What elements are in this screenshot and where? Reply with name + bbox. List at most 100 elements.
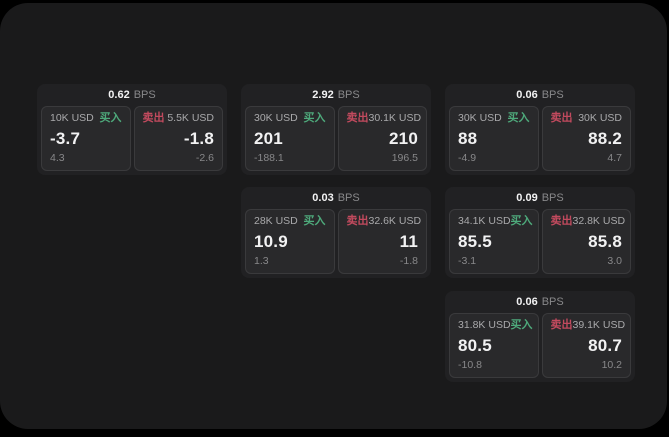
spread-header: 0.62 BPS <box>37 84 227 106</box>
buy-tile-top: 34.1K USD 买入 <box>458 215 533 228</box>
spread-unit: BPS <box>337 191 360 204</box>
sell-side-label: 卖出 <box>142 112 165 124</box>
sell-delta: 196.5 <box>391 151 418 164</box>
quote-card: 0.06 BPS 30K USD 买入 88 -4.9 卖出 30K USD 8… <box>445 84 635 175</box>
sell-price: 80.7 <box>588 335 622 355</box>
spread-unit: BPS <box>541 88 564 101</box>
sell-tile[interactable]: 卖出 32.6K USD 11 -1.8 <box>337 209 427 274</box>
sell-price: -1.8 <box>183 128 214 148</box>
buy-delta: -188.1 <box>254 151 284 164</box>
sell-side-label: 卖出 <box>346 112 369 124</box>
buy-delta: -3.1 <box>458 254 477 267</box>
spread-unit: BPS <box>133 88 156 101</box>
buy-side-label: 买入 <box>303 215 326 227</box>
sell-amount: 5.5K USD <box>167 112 214 125</box>
buy-amount: 30K USD <box>254 112 298 125</box>
quote-body: 31.8K USD 买入 80.5 -10.8 卖出 39.1K USD 80.… <box>449 313 631 378</box>
buy-price: 88 <box>458 128 478 148</box>
buy-side-label: 买入 <box>99 112 122 124</box>
spread-value: 0.62 <box>108 88 130 101</box>
spread-unit: BPS <box>541 191 564 204</box>
buy-side-label: 买入 <box>510 215 533 227</box>
sell-amount: 32.6K USD <box>368 215 422 228</box>
spread-unit: BPS <box>541 295 564 308</box>
sell-tile[interactable]: 卖出 32.8K USD 85.8 3.0 <box>541 209 631 274</box>
sell-tile[interactable]: 卖出 30.1K USD 210 196.5 <box>337 106 427 171</box>
buy-price: -3.7 <box>50 128 81 148</box>
quote-card: 0.62 BPS 10K USD 买入 -3.7 4.3 卖出 5.5K USD… <box>37 84 227 175</box>
buy-tile[interactable]: 28K USD 买入 10.9 1.3 <box>245 209 335 274</box>
buy-delta: 4.3 <box>50 151 65 164</box>
buy-tile-top: 28K USD 买入 <box>254 216 326 227</box>
sell-tile[interactable]: 卖出 39.1K USD 80.7 10.2 <box>541 313 631 378</box>
buy-amount: 30K USD <box>458 112 502 125</box>
sell-delta: -1.8 <box>399 254 418 267</box>
sell-tile-top: 卖出 30.1K USD <box>346 112 422 125</box>
quote-body: 30K USD 买入 88 -4.9 卖出 30K USD 88.2 4.7 <box>449 106 631 171</box>
sell-tile-top: 卖出 39.1K USD <box>550 319 626 332</box>
sell-amount: 30.1K USD <box>368 112 422 125</box>
sell-price: 88.2 <box>588 128 622 148</box>
spread-value: 0.06 <box>516 88 538 101</box>
quote-body: 28K USD 买入 10.9 1.3 卖出 32.6K USD 11 -1.8 <box>245 209 427 274</box>
sell-delta: 10.2 <box>601 358 622 371</box>
buy-tile-top: 30K USD 买入 <box>254 113 326 124</box>
sell-price: 210 <box>389 128 418 148</box>
buy-amount: 10K USD <box>50 112 94 125</box>
sell-amount: 39.1K USD <box>572 319 626 332</box>
quote-card: 2.92 BPS 30K USD 买入 201 -188.1 卖出 30.1K … <box>241 84 431 175</box>
buy-delta: -4.9 <box>458 151 477 164</box>
buy-amount: 28K USD <box>254 215 298 228</box>
sell-tile[interactable]: 卖出 5.5K USD -1.8 -2.6 <box>133 106 223 171</box>
spread-header: 0.03 BPS <box>241 187 431 209</box>
buy-side-label: 买入 <box>510 319 533 331</box>
sell-delta: 3.0 <box>607 254 622 267</box>
buy-side-label: 买入 <box>303 112 326 124</box>
spread-value: 2.92 <box>312 88 334 101</box>
buy-price: 201 <box>254 128 283 148</box>
buy-tile[interactable]: 30K USD 买入 88 -4.9 <box>449 106 539 171</box>
sell-tile[interactable]: 卖出 30K USD 88.2 4.7 <box>541 106 631 171</box>
main-panel: 0.62 BPS 10K USD 买入 -3.7 4.3 卖出 5.5K USD… <box>0 3 667 429</box>
quote-card: 0.03 BPS 28K USD 买入 10.9 1.3 卖出 32.6K US… <box>241 187 431 278</box>
sell-side-label: 卖出 <box>550 112 573 124</box>
spread-unit: BPS <box>337 88 360 101</box>
buy-tile[interactable]: 30K USD 买入 201 -188.1 <box>245 106 335 171</box>
quote-card: 0.09 BPS 34.1K USD 买入 85.5 -3.1 卖出 32.8K… <box>445 187 635 278</box>
sell-delta: -2.6 <box>195 151 214 164</box>
sell-side-label: 卖出 <box>550 319 573 331</box>
quote-body: 34.1K USD 买入 85.5 -3.1 卖出 32.8K USD 85.8… <box>449 209 631 274</box>
buy-price: 85.5 <box>458 231 492 251</box>
sell-price: 11 <box>399 231 418 251</box>
buy-tile[interactable]: 31.8K USD 买入 80.5 -10.8 <box>449 313 539 378</box>
sell-tile-top: 卖出 32.8K USD <box>550 215 626 228</box>
buy-price: 80.5 <box>458 335 492 355</box>
buy-side-label: 买入 <box>507 112 530 124</box>
buy-amount: 34.1K USD <box>458 215 511 228</box>
buy-delta: 1.3 <box>254 254 269 267</box>
quote-body: 10K USD 买入 -3.7 4.3 卖出 5.5K USD -1.8 -2.… <box>41 106 223 171</box>
spread-header: 0.09 BPS <box>445 187 635 209</box>
sell-amount: 30K USD <box>578 112 622 125</box>
quote-body: 30K USD 买入 201 -188.1 卖出 30.1K USD 210 1… <box>245 106 427 171</box>
buy-tile[interactable]: 10K USD 买入 -3.7 4.3 <box>41 106 131 171</box>
buy-tile-top: 10K USD 买入 <box>50 113 122 124</box>
buy-tile-top: 30K USD 买入 <box>458 113 530 124</box>
spread-header: 0.06 BPS <box>445 84 635 106</box>
sell-tile-top: 卖出 30K USD <box>551 113 623 124</box>
sell-amount: 32.8K USD <box>572 215 626 228</box>
quote-card: 0.06 BPS 31.8K USD 买入 80.5 -10.8 卖出 39.1… <box>445 291 635 382</box>
spread-value: 0.06 <box>516 295 538 308</box>
sell-delta: 4.7 <box>607 151 622 164</box>
buy-tile[interactable]: 34.1K USD 买入 85.5 -3.1 <box>449 209 539 274</box>
buy-price: 10.9 <box>254 231 288 251</box>
spread-value: 0.09 <box>516 191 538 204</box>
buy-tile-top: 31.8K USD 买入 <box>458 319 533 331</box>
buy-delta: -10.8 <box>458 358 482 371</box>
sell-price: 85.8 <box>588 231 622 251</box>
spread-header: 2.92 BPS <box>241 84 431 106</box>
sell-side-label: 卖出 <box>550 215 573 227</box>
sell-tile-top: 卖出 32.6K USD <box>346 215 422 228</box>
sell-side-label: 卖出 <box>346 215 369 227</box>
